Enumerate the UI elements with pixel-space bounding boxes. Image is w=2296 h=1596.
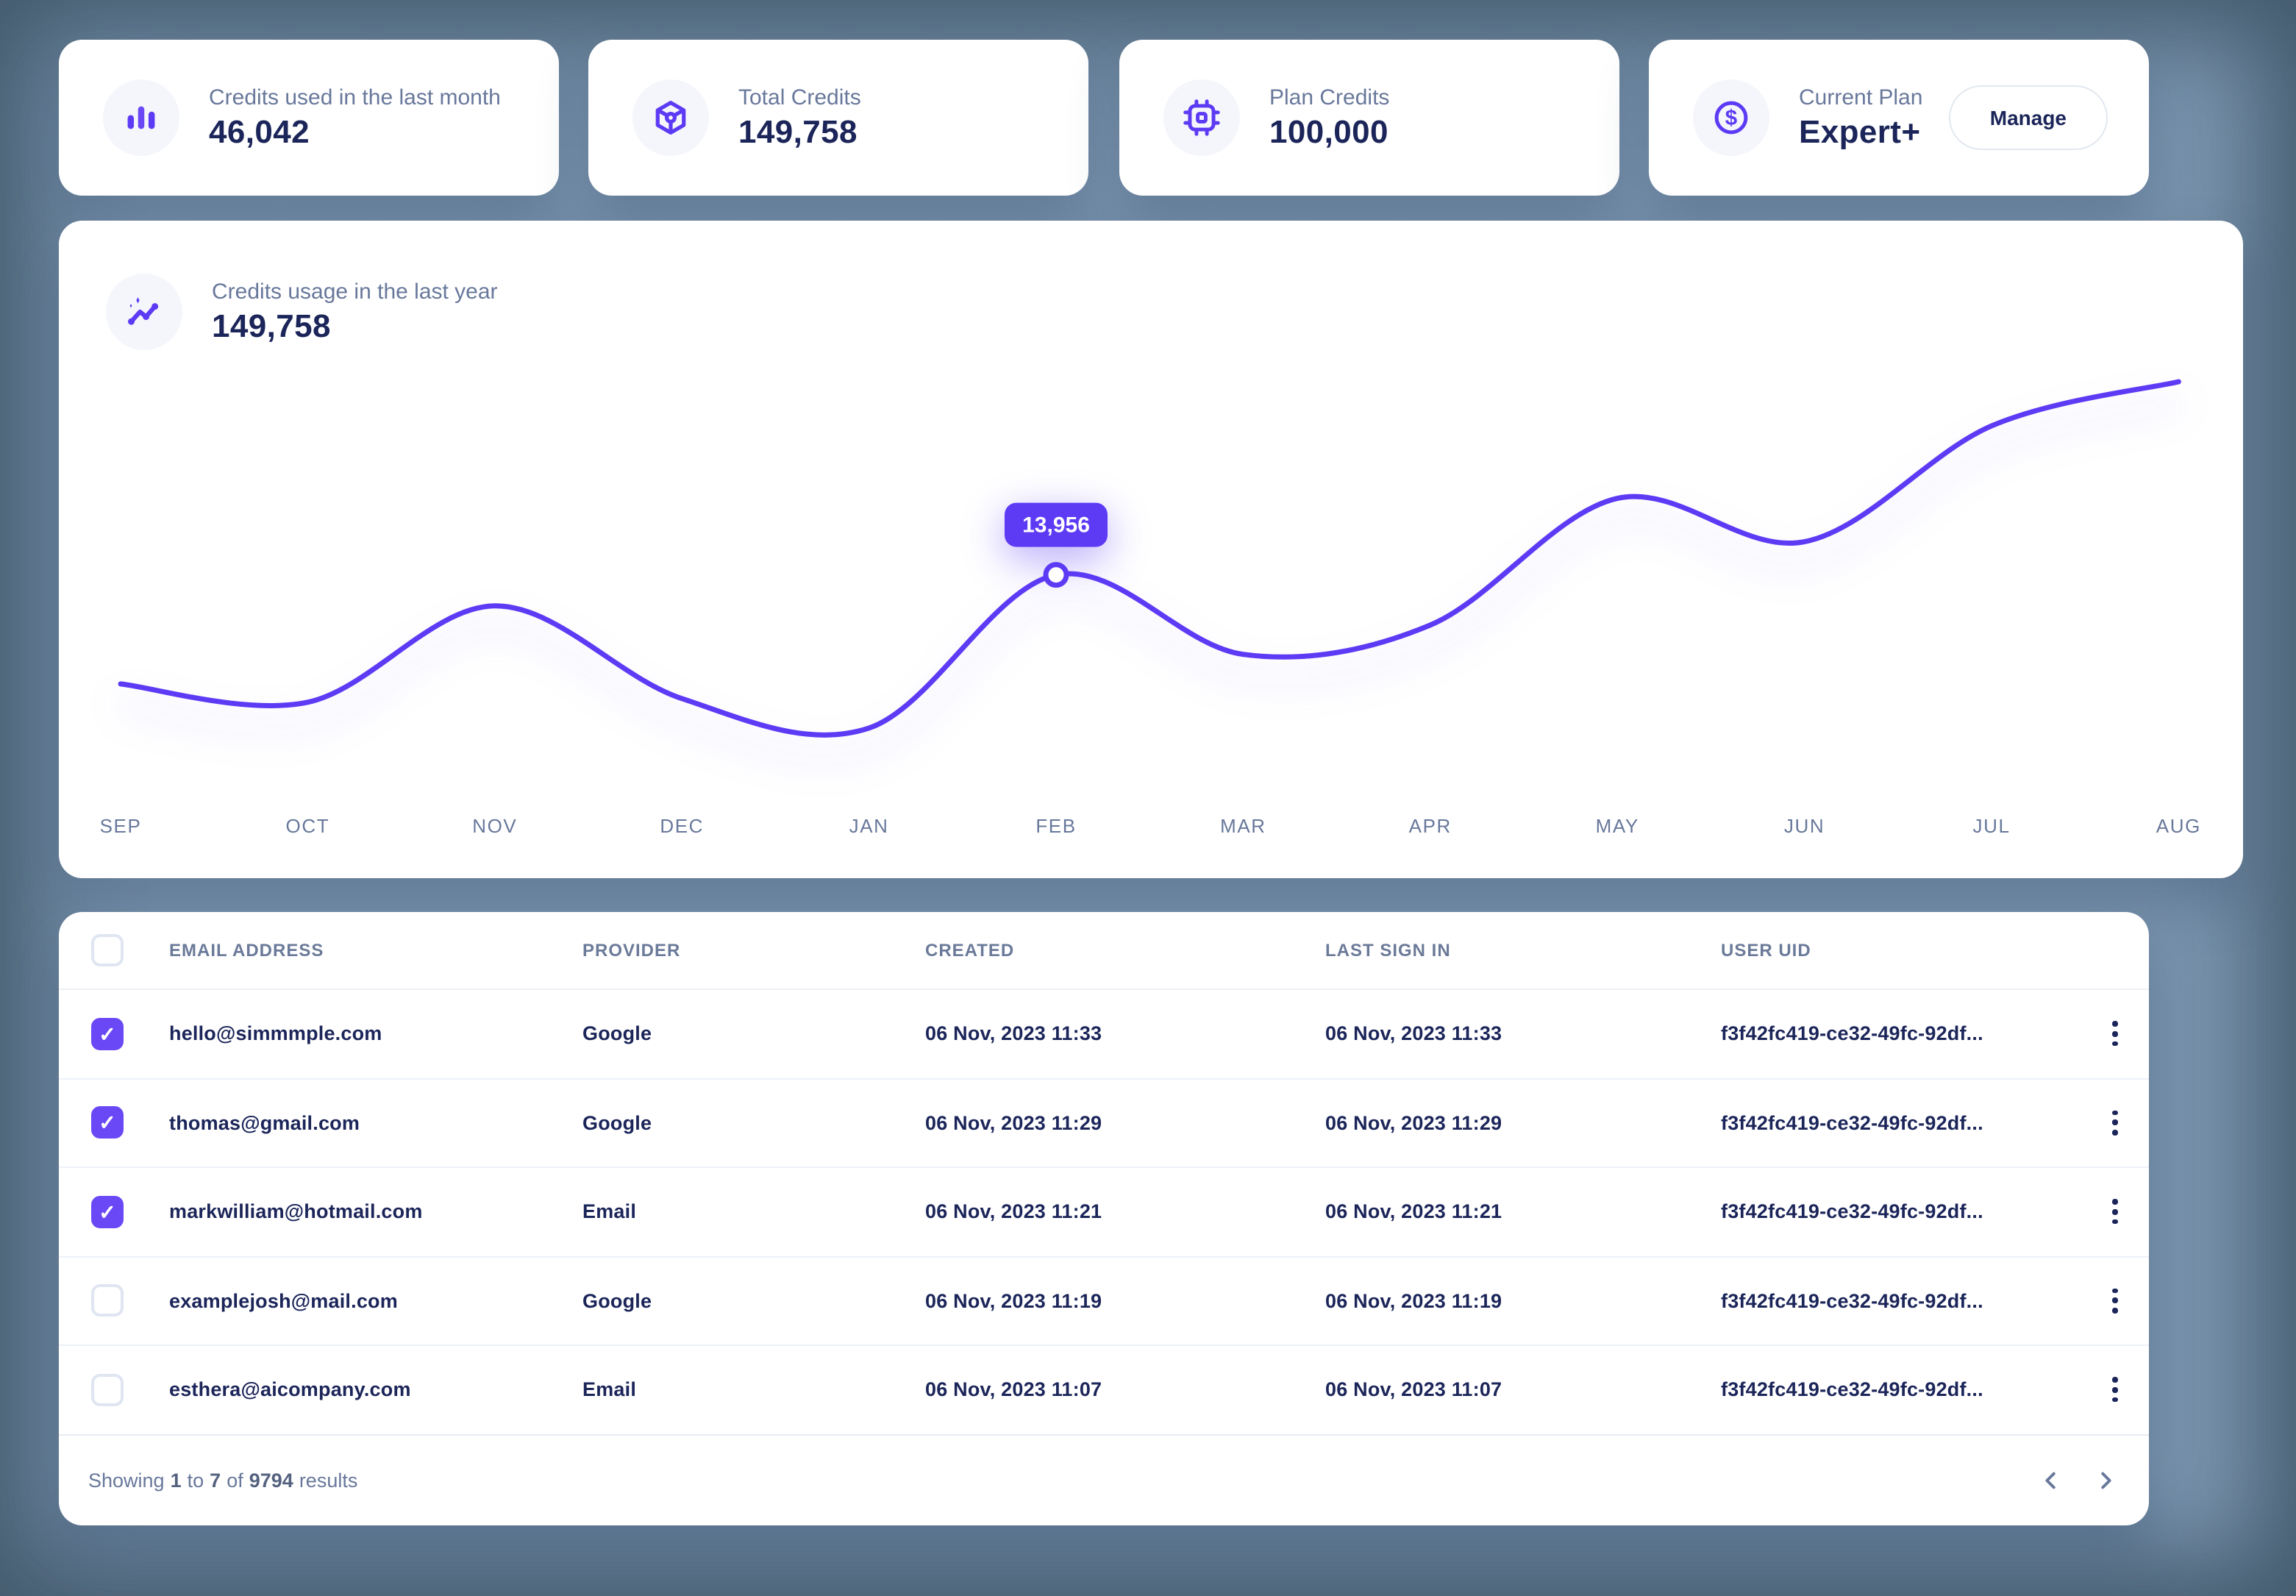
cell-created: 06 Nov, 2023 11:21 — [925, 1200, 1102, 1223]
stat-card-plan-credits: Plan Credits 100,000 — [1119, 40, 1619, 196]
cell-last-sign-in: 06 Nov, 2023 11:33 — [1325, 1022, 1502, 1045]
row-actions-kebab-icon[interactable] — [2081, 1013, 2149, 1055]
credits-usage-chart-card: Credits usage in the last year 149,758 1… — [59, 221, 2243, 878]
col-user-uid: USER UID — [1721, 940, 1811, 961]
cell-created: 06 Nov, 2023 11:07 — [925, 1378, 1102, 1401]
cell-email-address: examplejosh@mail.com — [169, 1289, 398, 1312]
stat-value: Expert+ — [1799, 113, 1921, 150]
row-checkbox[interactable]: ✓ — [91, 1017, 124, 1050]
row-checkbox[interactable]: ✓ — [91, 1195, 124, 1228]
cell-provider: Email — [582, 1200, 637, 1223]
row-actions-kebab-icon[interactable] — [2081, 1102, 2149, 1144]
x-axis-label: JAN — [849, 815, 889, 837]
cell-provider: Google — [582, 1022, 652, 1045]
table-row: ✓ esthera@aicompany.com Email 06 Nov, 20… — [59, 1346, 2149, 1435]
cell-last-sign-in: 06 Nov, 2023 11:29 — [1325, 1111, 1502, 1134]
stat-value: 46,042 — [209, 113, 310, 150]
x-axis-label: FEB — [1035, 815, 1077, 837]
stat-card-total-credits: Total Credits 149,758 — [588, 40, 1088, 196]
row-actions-kebab-icon[interactable] — [2081, 1369, 2149, 1411]
chevron-right-icon — [2101, 1472, 2111, 1489]
highlighted-data-point[interactable] — [1043, 562, 1069, 588]
chart-tooltip: 13,956 — [1005, 502, 1108, 547]
cell-provider: Google — [582, 1111, 652, 1134]
cell-last-sign-in: 06 Nov, 2023 11:21 — [1325, 1200, 1502, 1223]
trend-sparkle-icon — [106, 274, 182, 350]
table-row: ✓ thomas@gmail.com Google 06 Nov, 2023 1… — [59, 1079, 2149, 1168]
x-axis-label: SEP — [99, 815, 142, 837]
results-summary: Showing 1 to 7 of 9794 results — [88, 1469, 358, 1492]
cell-email-address: thomas@gmail.com — [169, 1111, 360, 1134]
select-all-checkbox[interactable]: ✓ — [91, 934, 124, 966]
cell-user-uid: f3f42fc419-ce32-49fc-92df... — [1721, 1022, 1983, 1045]
stat-value: 149,758 — [738, 113, 858, 150]
stat-card-credits-used: Credits used in the last month 46,042 — [59, 40, 559, 196]
stat-card-current-plan: $ Current Plan Expert+ Manage — [1649, 40, 2149, 196]
x-axis: SEP OCT NOV DEC JAN FEB MAR APR MAY JUN JUL AUG — [59, 815, 2243, 844]
svg-text:$: $ — [1725, 106, 1737, 130]
cell-provider: Email — [582, 1378, 637, 1401]
col-created: CREATED — [925, 940, 1015, 961]
stat-label: Total Credits — [738, 85, 861, 110]
cell-provider: Google — [582, 1289, 652, 1312]
x-axis-label: MAY — [1595, 815, 1639, 837]
table-header-row: ✓ EMAIL ADDRESS PROVIDER CREATED LAST SI… — [59, 912, 2149, 990]
stat-label: Plan Credits — [1269, 85, 1390, 110]
x-axis-label: AUG — [2156, 815, 2201, 837]
previous-page-button[interactable] — [2034, 1464, 2068, 1497]
stat-label: Current Plan — [1799, 85, 1923, 110]
table-row: ✓ markwilliam@hotmail.com Email 06 Nov, … — [59, 1168, 2149, 1257]
dollar-circle-icon: $ — [1693, 79, 1769, 156]
x-axis-label: JUN — [1783, 815, 1825, 837]
cell-created: 06 Nov, 2023 11:33 — [925, 1022, 1102, 1045]
row-actions-kebab-icon[interactable] — [2081, 1280, 2149, 1322]
table-row: ✓ hello@simmmple.com Google 06 Nov, 2023… — [59, 990, 2149, 1079]
cell-user-uid: f3f42fc419-ce32-49fc-92df... — [1721, 1111, 1983, 1134]
chevron-left-icon — [2045, 1472, 2056, 1489]
chart-tooltip-value: 13,956 — [1022, 513, 1090, 538]
col-provider: PROVIDER — [582, 940, 681, 961]
stat-value: 100,000 — [1269, 113, 1388, 150]
col-last-sign-in: LAST SIGN IN — [1325, 940, 1451, 961]
chart-total-value: 149,758 — [212, 307, 331, 344]
x-axis-label: JUL — [1972, 815, 2011, 837]
cell-user-uid: f3f42fc419-ce32-49fc-92df... — [1721, 1289, 1983, 1312]
row-checkbox[interactable]: ✓ — [91, 1373, 124, 1406]
x-axis-label: APR — [1408, 815, 1452, 837]
stat-label: Credits used in the last month — [209, 85, 501, 110]
next-page-button[interactable] — [2089, 1464, 2122, 1497]
x-axis-label: NOV — [472, 815, 518, 837]
x-axis-label: MAR — [1220, 815, 1266, 837]
cell-created: 06 Nov, 2023 11:29 — [925, 1111, 1102, 1134]
cell-user-uid: f3f42fc419-ce32-49fc-92df... — [1721, 1378, 1983, 1401]
bar-chart-icon — [103, 79, 179, 156]
row-checkbox[interactable]: ✓ — [91, 1106, 124, 1139]
cell-last-sign-in: 06 Nov, 2023 11:19 — [1325, 1289, 1502, 1312]
col-email-address: EMAIL ADDRESS — [169, 940, 324, 961]
users-table-card: ✓ EMAIL ADDRESS PROVIDER CREATED LAST SI… — [59, 912, 2149, 1525]
cell-email-address: hello@simmmple.com — [169, 1022, 382, 1045]
cube-icon — [632, 79, 709, 156]
row-actions-kebab-icon[interactable] — [2081, 1191, 2149, 1233]
table-body: ✓ hello@simmmple.com Google 06 Nov, 2023… — [59, 990, 2149, 1435]
x-axis-label: OCT — [285, 815, 330, 837]
manage-plan-button[interactable]: Manage — [1948, 85, 2108, 150]
cell-created: 06 Nov, 2023 11:19 — [925, 1289, 1102, 1312]
chip-icon — [1163, 79, 1240, 156]
cell-last-sign-in: 06 Nov, 2023 11:07 — [1325, 1378, 1502, 1401]
cell-email-address: esthera@aicompany.com — [169, 1378, 411, 1401]
cell-user-uid: f3f42fc419-ce32-49fc-92df... — [1721, 1200, 1983, 1223]
cell-email-address: markwilliam@hotmail.com — [169, 1200, 423, 1223]
x-axis-label: DEC — [660, 815, 705, 837]
table-row: ✓ examplejosh@mail.com Google 06 Nov, 20… — [59, 1257, 2149, 1346]
row-checkbox[interactable]: ✓ — [91, 1284, 124, 1317]
table-footer: Showing 1 to 7 of 9794 results — [59, 1435, 2149, 1525]
credits-line-series — [118, 379, 2181, 738]
chart-title: Credits usage in the last year — [212, 279, 498, 304]
